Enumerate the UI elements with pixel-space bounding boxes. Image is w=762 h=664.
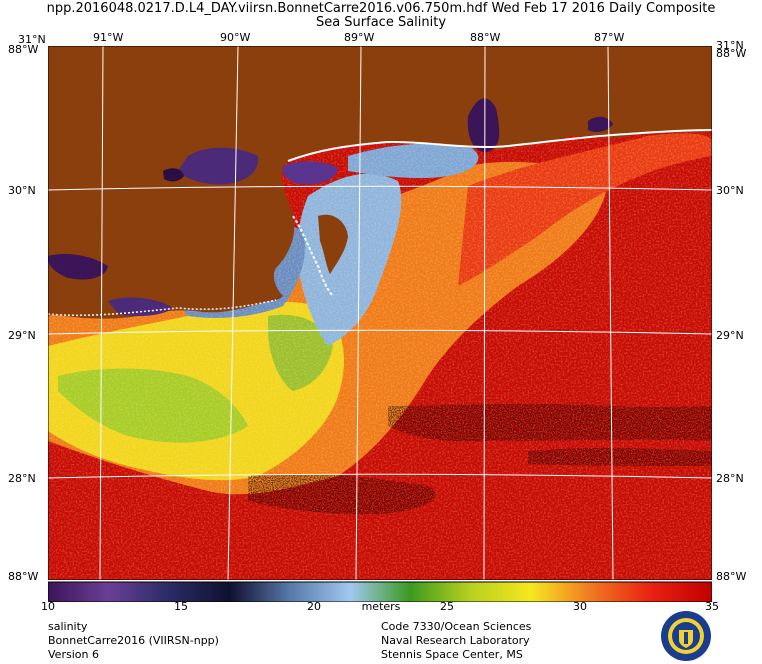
colorbar-tick-30: 30 [573,600,587,613]
lon-label-91w: 91°W [93,31,124,44]
lat-label-28n-right: 28°N [716,472,744,485]
salinity-colorbar [48,581,712,602]
navy-seal-icon [661,611,711,661]
corner-lon-top-right: 88°W [716,47,747,60]
lake-borgne [282,161,338,185]
lat-label-29n-right: 29°N [716,329,744,342]
colorbar-tick-35: 35 [705,600,719,613]
footer-version: Version 6 [48,648,99,661]
land [48,46,712,319]
lat-label-29n-left: 29°N [8,329,36,342]
colorbar-tick-20: 20 [307,600,321,613]
colorbar-tick-25: 25 [440,600,454,613]
nodata-band-1 [388,403,712,442]
delta-coast [292,215,334,297]
pensacola-bay [588,116,613,132]
lon-label-89w: 89°W [344,31,375,44]
graticule [48,46,712,580]
footer-dataset: BonnetCarre2016 (VIIRSN-npp) [48,634,219,647]
map-title-line-1: npp.2016048.0217.D.L4_DAY.viirsn.BonnetC… [46,1,716,16]
barataria-basin [48,254,108,280]
colorbar-units: meters [361,600,401,613]
terrebonne [108,297,173,316]
corner-lat-top-right: 31°N [716,39,744,52]
land-peninsula [318,214,348,274]
corner-lat-top-left: 31°N [18,33,46,46]
nodata-band-3 [528,447,712,466]
footer-lab: Naval Research Laboratory [381,634,530,647]
coastline [287,129,712,162]
lake-maurepas [163,168,184,182]
nodata-band-2 [248,474,436,515]
lon-label-87w: 87°W [594,31,625,44]
colorbar-tick-10: 10 [41,600,55,613]
footer-code: Code 7330/Ocean Sciences [381,620,532,633]
corner-lon-bottom-right: 88°W [716,570,747,583]
lon-label-90w: 90°W [220,31,251,44]
corner-lon-top-left: 88°W [8,43,39,56]
lat-label-28n-left: 28°N [8,472,36,485]
map-title-line-2: Sea Surface Salinity [315,15,447,30]
lat-label-30n-left: 30°N [8,184,36,197]
salinity-map[interactable] [48,46,712,580]
footer-location: Stennis Space Center, MS [381,648,523,661]
lake-pontchartrain [178,147,259,185]
lon-label-88w: 88°W [470,31,501,44]
colorbar-tick-15: 15 [174,600,188,613]
lat-label-30n-right: 30°N [716,184,744,197]
corner-lon-bottom-left: 88°W [8,570,39,583]
footer-variable: salinity [48,620,88,633]
mobile-bay [467,98,500,153]
